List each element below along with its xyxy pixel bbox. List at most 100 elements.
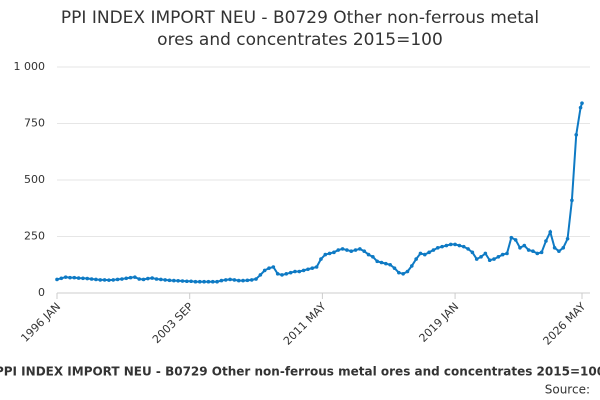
point bbox=[492, 257, 496, 261]
point bbox=[470, 250, 475, 255]
point bbox=[487, 258, 492, 263]
point bbox=[422, 252, 427, 257]
point bbox=[301, 268, 306, 273]
point bbox=[552, 246, 557, 250]
point bbox=[500, 252, 505, 257]
point bbox=[185, 279, 189, 284]
point bbox=[397, 270, 401, 275]
point bbox=[444, 243, 449, 248]
point bbox=[85, 276, 90, 281]
point bbox=[574, 133, 579, 137]
y-tick-label: 750 bbox=[24, 117, 45, 130]
x-tick-label: 2026 MAY bbox=[541, 300, 589, 348]
point bbox=[297, 269, 302, 274]
source: Source: bbox=[545, 383, 590, 397]
point bbox=[133, 275, 137, 279]
point bbox=[379, 260, 384, 265]
point bbox=[392, 266, 397, 270]
point bbox=[89, 277, 94, 281]
point bbox=[81, 276, 85, 281]
point bbox=[513, 238, 518, 242]
point bbox=[453, 242, 457, 247]
point bbox=[288, 270, 293, 275]
point bbox=[580, 101, 584, 105]
chart-title: PPI INDEX IMPORT NEU - B0729 Other non-f… bbox=[61, 8, 539, 50]
point bbox=[284, 271, 289, 276]
point bbox=[150, 276, 154, 280]
point bbox=[340, 247, 345, 251]
point bbox=[388, 262, 392, 267]
point bbox=[384, 261, 388, 266]
point bbox=[193, 279, 198, 284]
point bbox=[327, 251, 332, 256]
y-tick-label: 500 bbox=[24, 173, 45, 186]
point bbox=[353, 248, 358, 252]
point bbox=[448, 242, 453, 247]
point bbox=[418, 251, 423, 256]
point bbox=[483, 251, 488, 256]
y-tick-label: 250 bbox=[24, 230, 45, 243]
point bbox=[267, 266, 271, 270]
point bbox=[128, 275, 133, 280]
point bbox=[258, 273, 263, 277]
x-tick-label: 2019 JAN bbox=[417, 300, 462, 345]
point bbox=[107, 278, 111, 282]
point bbox=[522, 243, 527, 248]
x-tick-label: 1996 JAN bbox=[18, 300, 63, 345]
point bbox=[236, 278, 241, 283]
point bbox=[306, 267, 310, 272]
point bbox=[262, 268, 267, 273]
x-tick-label: 2011 MAY bbox=[281, 300, 329, 348]
point bbox=[249, 278, 254, 282]
point bbox=[189, 279, 193, 284]
point bbox=[435, 246, 440, 250]
point bbox=[539, 250, 544, 255]
point bbox=[76, 276, 81, 280]
point bbox=[219, 278, 224, 283]
point bbox=[206, 279, 211, 284]
point bbox=[535, 251, 540, 256]
point bbox=[215, 279, 219, 284]
point bbox=[405, 269, 410, 274]
point bbox=[336, 248, 341, 252]
point bbox=[474, 257, 479, 261]
point bbox=[176, 278, 180, 283]
point bbox=[565, 236, 570, 241]
point bbox=[440, 244, 444, 249]
point bbox=[570, 198, 574, 203]
point bbox=[102, 278, 107, 282]
point bbox=[371, 255, 375, 259]
point bbox=[466, 247, 470, 251]
point bbox=[232, 278, 237, 282]
point bbox=[314, 265, 319, 269]
point bbox=[561, 246, 566, 250]
point bbox=[375, 259, 379, 264]
point bbox=[146, 276, 150, 281]
point bbox=[98, 278, 103, 282]
point bbox=[159, 277, 163, 282]
point bbox=[332, 250, 336, 255]
point bbox=[202, 279, 206, 284]
point bbox=[410, 264, 414, 268]
point bbox=[323, 252, 328, 257]
point bbox=[120, 277, 124, 281]
point bbox=[63, 275, 68, 279]
point bbox=[137, 277, 142, 281]
point bbox=[310, 266, 315, 270]
point bbox=[254, 277, 258, 281]
point bbox=[345, 248, 349, 252]
point bbox=[115, 277, 120, 282]
point bbox=[59, 276, 64, 281]
point bbox=[431, 248, 436, 252]
point bbox=[245, 278, 250, 283]
point bbox=[210, 279, 215, 284]
point bbox=[180, 279, 185, 283]
point bbox=[544, 239, 548, 243]
point bbox=[557, 249, 561, 253]
point bbox=[68, 275, 72, 280]
point bbox=[241, 278, 245, 283]
point bbox=[280, 273, 284, 277]
point bbox=[548, 230, 553, 234]
point bbox=[505, 251, 509, 256]
point bbox=[228, 277, 232, 282]
